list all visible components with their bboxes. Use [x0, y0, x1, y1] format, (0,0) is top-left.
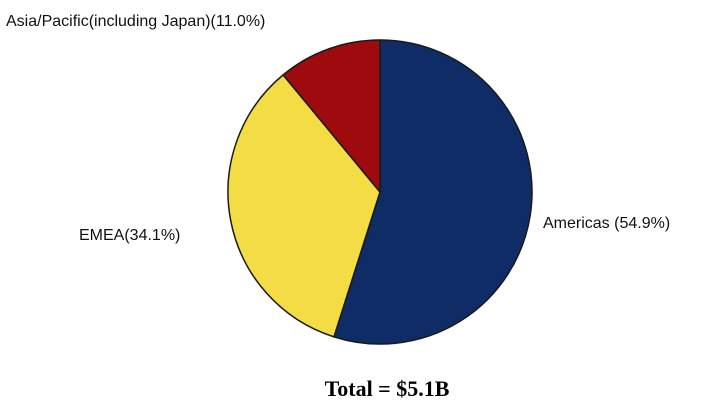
- slice-label-emea: EMEA(34.1%): [79, 227, 180, 244]
- slice-label-americas: Americas (54.9%): [543, 215, 670, 232]
- pie-labels: Americas (54.9%) EMEA(34.1%) Asia/Pacifi…: [6, 13, 670, 244]
- pie-slice-emea: [227, 74, 381, 338]
- pie-slices: [227, 39, 533, 345]
- pie-slice-americas: [333, 39, 533, 345]
- pie-slice-asia-pacific: [282, 39, 381, 193]
- chart-total-caption: Total = $5.1B: [325, 376, 450, 401]
- slice-label-asia-pacific: Asia/Pacific(including Japan)(11.0%): [6, 13, 265, 30]
